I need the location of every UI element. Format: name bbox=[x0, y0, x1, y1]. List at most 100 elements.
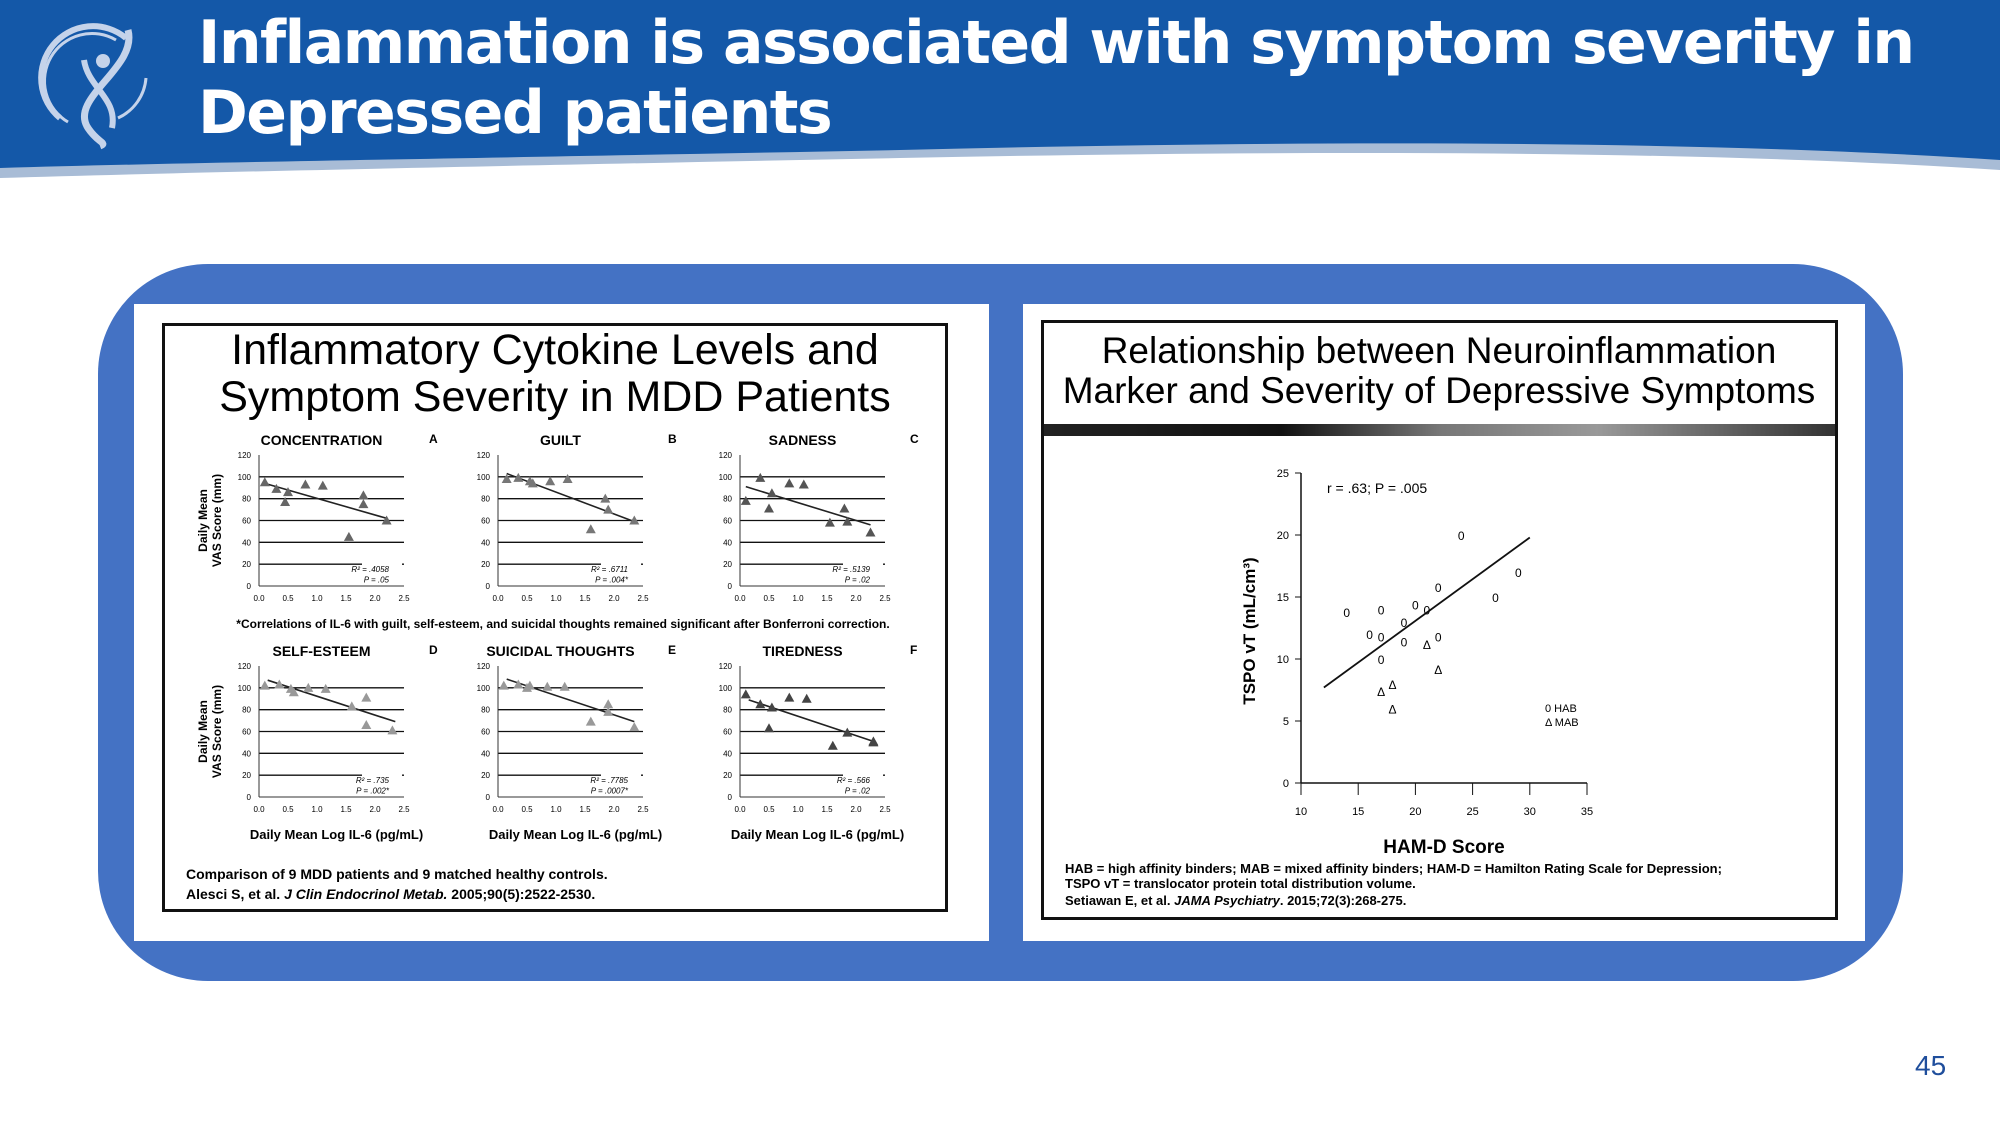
y-tick-label: 20 bbox=[481, 771, 490, 780]
x-tick-label: 1.0 bbox=[550, 594, 562, 603]
plot-title: CONCENTRATION bbox=[261, 432, 383, 448]
y-tick-label: 0 bbox=[247, 582, 252, 591]
x-tick-label: 2.0 bbox=[850, 805, 862, 814]
y-tick-label: 20 bbox=[723, 560, 732, 569]
y-tick-label: 100 bbox=[238, 684, 252, 693]
title-line-2: Depressed patients bbox=[198, 78, 833, 148]
y-tick-label: 60 bbox=[723, 517, 732, 526]
data-point-triangle bbox=[320, 683, 331, 693]
y-tick-label: 40 bbox=[242, 538, 251, 547]
y-axis-label: VAS Score (mm) bbox=[210, 685, 224, 778]
mab-point: Δ bbox=[1389, 678, 1397, 692]
left-caption-2: Alesci S, et al. J Clin Endocrinol Metab… bbox=[186, 886, 595, 902]
data-point-triangle bbox=[542, 681, 553, 691]
y-tick-label: 80 bbox=[481, 706, 490, 715]
data-point-triangle bbox=[839, 503, 850, 513]
x-tick-label: 1.5 bbox=[340, 594, 352, 603]
scatter-plot-c: SADNESS C 0 20 40 60 80 100 120 0.0 0.5 1.0 1.5 2.0 2.… bbox=[719, 432, 919, 603]
trend-line bbox=[264, 482, 387, 520]
right-citation: Setiawan E, et al. JAMA Psychiatry. 2015… bbox=[1065, 893, 1406, 908]
x-tick-label: 0.5 bbox=[763, 805, 775, 814]
y-tick-label: 0 bbox=[728, 793, 733, 802]
data-point-triangle bbox=[629, 515, 640, 525]
logo bbox=[38, 23, 148, 150]
x-tick-label: 2.5 bbox=[879, 594, 891, 603]
left-caption-1: Comparison of 9 MDD patients and 9 match… bbox=[186, 866, 608, 882]
title-line-1: Inflammation is associated with symptom … bbox=[198, 8, 1915, 78]
x-tick-label: 2.0 bbox=[608, 805, 620, 814]
data-point-triangle bbox=[358, 499, 369, 509]
x-tick-label: 0.5 bbox=[521, 805, 533, 814]
y-tick-label: 80 bbox=[481, 495, 490, 504]
trend-line bbox=[267, 679, 396, 723]
x-tick-label: 20 bbox=[1409, 806, 1421, 818]
data-point-triangle bbox=[600, 493, 611, 503]
data-point-triangle bbox=[387, 725, 398, 735]
hab-point: 0 bbox=[1378, 631, 1385, 645]
y-tick-label: 10 bbox=[1277, 654, 1289, 666]
data-point-triangle bbox=[283, 487, 293, 497]
left-figure-panel bbox=[134, 304, 989, 941]
x-axis-label: Daily Mean Log IL-6 (pg/mL) bbox=[489, 827, 662, 842]
x-tick-label: 2.5 bbox=[879, 805, 891, 814]
data-point-triangle bbox=[603, 706, 614, 716]
y-tick-label: 25 bbox=[1277, 468, 1289, 480]
x-tick-label: 1.0 bbox=[792, 805, 804, 814]
x-tick-label: 0.5 bbox=[282, 805, 294, 814]
x-axis-label: HAM-D Score bbox=[1383, 837, 1504, 858]
data-point-triangle bbox=[280, 496, 291, 506]
x-tick-label: 25 bbox=[1466, 806, 1478, 818]
data-point-triangle bbox=[585, 716, 596, 726]
x-tick-label: 0.5 bbox=[282, 594, 294, 603]
y-tick-label: 60 bbox=[723, 728, 732, 737]
p-value-label: P = .002* bbox=[356, 787, 390, 796]
r-squared-label: R² = .7785 bbox=[590, 776, 628, 785]
data-point-triangle bbox=[300, 479, 311, 489]
x-tick-label: 1.0 bbox=[550, 805, 562, 814]
data-point-triangle bbox=[358, 490, 369, 500]
p-value-label: P = .004* bbox=[595, 576, 629, 585]
y-tick-label: 120 bbox=[719, 451, 733, 460]
x-tick-label: 1.5 bbox=[821, 594, 833, 603]
y-axis-label: Daily Mean bbox=[196, 700, 210, 763]
y-tick-label: 120 bbox=[238, 451, 252, 460]
x-tick-label: 0.0 bbox=[253, 805, 265, 814]
x-axis-label: Daily Mean Log IL-6 (pg/mL) bbox=[731, 827, 904, 842]
x-tick-label: 2.0 bbox=[850, 594, 862, 603]
mab-point: Δ bbox=[1423, 638, 1431, 652]
data-point-triangle bbox=[603, 504, 614, 514]
x-tick-label: 0.5 bbox=[521, 594, 533, 603]
y-tick-label: 120 bbox=[238, 662, 252, 671]
data-point-triangle bbox=[559, 681, 570, 691]
plot-title: GUILT bbox=[540, 432, 581, 448]
mab-point: Δ bbox=[1389, 703, 1397, 717]
r-squared-label: R² = .735 bbox=[356, 776, 390, 785]
correlation-annotation: r = .63; P = .005 bbox=[1327, 480, 1427, 496]
title-divider-bar bbox=[1044, 424, 1835, 436]
x-tick-label: 0.0 bbox=[734, 594, 746, 603]
panel-letter: F bbox=[910, 643, 917, 657]
y-tick-label: 100 bbox=[477, 473, 491, 482]
right-figure-panel bbox=[1023, 304, 1865, 941]
hab-point: 0 bbox=[1515, 566, 1522, 580]
x-tick-label: 1.5 bbox=[579, 594, 591, 603]
x-tick-label: 2.5 bbox=[637, 805, 649, 814]
y-tick-label: 60 bbox=[481, 517, 490, 526]
x-tick-label: 1.5 bbox=[340, 805, 352, 814]
y-tick-label: 120 bbox=[477, 451, 491, 460]
y-tick-label: 40 bbox=[481, 538, 490, 547]
y-tick-label: 20 bbox=[242, 560, 251, 569]
data-point-triangle bbox=[381, 515, 392, 525]
panel-letter: C bbox=[910, 432, 919, 446]
r-squared-label: R² = .5139 bbox=[832, 565, 870, 574]
y-tick-label: 100 bbox=[238, 473, 252, 482]
data-point-triangle bbox=[274, 679, 285, 689]
data-point-triangle bbox=[513, 679, 524, 689]
data-point-triangle bbox=[259, 680, 270, 690]
data-point-triangle bbox=[827, 740, 838, 750]
hab-point: 0 bbox=[1401, 616, 1408, 630]
right-figure-title-2: Marker and Severity of Depressive Sympto… bbox=[1063, 370, 1816, 411]
data-point-triangle bbox=[259, 477, 270, 487]
x-tick-label: 0.0 bbox=[492, 594, 504, 603]
